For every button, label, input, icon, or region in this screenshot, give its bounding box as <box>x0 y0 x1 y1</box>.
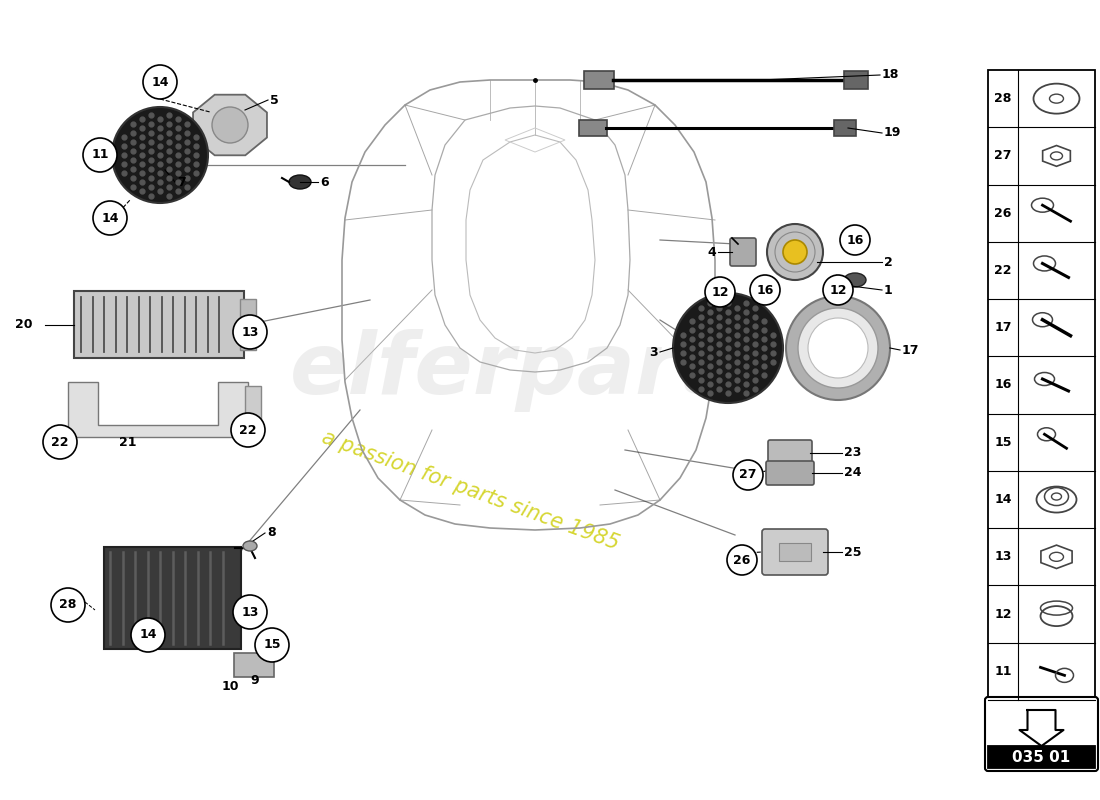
Text: 3: 3 <box>649 346 658 358</box>
Circle shape <box>94 201 126 235</box>
Circle shape <box>82 138 117 172</box>
Text: 14: 14 <box>152 75 168 89</box>
Text: 11: 11 <box>91 149 109 162</box>
FancyBboxPatch shape <box>730 238 756 266</box>
FancyBboxPatch shape <box>988 70 1094 700</box>
Text: 22: 22 <box>994 264 1012 277</box>
Text: 25: 25 <box>844 546 861 558</box>
Text: 27: 27 <box>739 469 757 482</box>
Circle shape <box>112 107 208 203</box>
Text: 19: 19 <box>884 126 901 139</box>
Circle shape <box>727 545 757 575</box>
Circle shape <box>233 595 267 629</box>
Circle shape <box>51 588 85 622</box>
Polygon shape <box>68 382 248 437</box>
Text: 16: 16 <box>846 234 864 246</box>
Circle shape <box>840 225 870 255</box>
Circle shape <box>43 425 77 459</box>
FancyBboxPatch shape <box>844 71 868 89</box>
Text: 8: 8 <box>267 526 276 539</box>
Circle shape <box>750 275 780 305</box>
Polygon shape <box>1020 710 1064 746</box>
Text: 28: 28 <box>59 598 77 611</box>
Circle shape <box>808 318 868 378</box>
FancyBboxPatch shape <box>779 543 811 561</box>
FancyBboxPatch shape <box>104 547 241 649</box>
FancyBboxPatch shape <box>766 461 814 485</box>
Text: 12: 12 <box>994 607 1012 621</box>
Text: 17: 17 <box>902 343 920 357</box>
Text: 26: 26 <box>994 206 1012 220</box>
Text: 14: 14 <box>140 629 156 642</box>
Ellipse shape <box>289 175 311 189</box>
Text: 16: 16 <box>994 378 1012 391</box>
Text: 11: 11 <box>994 665 1012 678</box>
Text: 13: 13 <box>241 606 258 618</box>
Text: 20: 20 <box>15 318 33 331</box>
Text: 7: 7 <box>177 175 186 189</box>
FancyBboxPatch shape <box>584 71 614 89</box>
Text: 10: 10 <box>221 679 239 693</box>
Text: 2: 2 <box>884 255 893 269</box>
Circle shape <box>233 315 267 349</box>
FancyBboxPatch shape <box>579 120 607 136</box>
Text: 12: 12 <box>829 283 847 297</box>
FancyBboxPatch shape <box>984 697 1098 771</box>
Text: 28: 28 <box>994 92 1012 105</box>
Text: 17: 17 <box>994 322 1012 334</box>
Circle shape <box>231 413 265 447</box>
Circle shape <box>255 628 289 662</box>
Circle shape <box>673 293 783 403</box>
Circle shape <box>143 65 177 99</box>
Text: 15: 15 <box>263 638 280 651</box>
FancyBboxPatch shape <box>762 529 828 575</box>
Circle shape <box>767 224 823 280</box>
FancyBboxPatch shape <box>988 746 1094 768</box>
Text: 21: 21 <box>119 435 136 449</box>
Text: 13: 13 <box>241 326 258 338</box>
Circle shape <box>212 107 248 143</box>
Circle shape <box>705 277 735 307</box>
FancyBboxPatch shape <box>834 120 856 136</box>
Ellipse shape <box>844 273 866 287</box>
Text: 15: 15 <box>994 436 1012 449</box>
Circle shape <box>131 618 165 652</box>
Circle shape <box>798 308 878 388</box>
Circle shape <box>783 240 807 264</box>
Text: 9: 9 <box>250 674 258 686</box>
Text: 1: 1 <box>884 283 893 297</box>
Circle shape <box>786 296 890 400</box>
Ellipse shape <box>243 541 257 551</box>
Text: 035 01: 035 01 <box>1012 750 1070 765</box>
Text: elferparts: elferparts <box>289 329 770 411</box>
Text: 18: 18 <box>882 69 900 82</box>
Text: 6: 6 <box>320 175 329 189</box>
Text: 24: 24 <box>844 466 861 479</box>
Text: 26: 26 <box>734 554 750 566</box>
Text: 14: 14 <box>994 493 1012 506</box>
Text: 27: 27 <box>994 150 1012 162</box>
Text: 13: 13 <box>994 550 1012 563</box>
Text: 12: 12 <box>712 286 728 298</box>
Text: a passion for parts since 1985: a passion for parts since 1985 <box>319 426 622 554</box>
FancyBboxPatch shape <box>74 291 244 358</box>
Circle shape <box>823 275 852 305</box>
FancyBboxPatch shape <box>245 386 261 433</box>
FancyBboxPatch shape <box>234 653 274 677</box>
FancyBboxPatch shape <box>240 299 256 350</box>
Text: 22: 22 <box>240 423 256 437</box>
Text: 23: 23 <box>844 446 861 459</box>
Text: 5: 5 <box>270 94 278 106</box>
Text: 22: 22 <box>52 435 68 449</box>
Text: 16: 16 <box>757 283 773 297</box>
Circle shape <box>733 460 763 490</box>
Polygon shape <box>192 94 267 155</box>
Text: 14: 14 <box>101 211 119 225</box>
FancyBboxPatch shape <box>768 440 812 462</box>
Text: 4: 4 <box>707 246 716 258</box>
